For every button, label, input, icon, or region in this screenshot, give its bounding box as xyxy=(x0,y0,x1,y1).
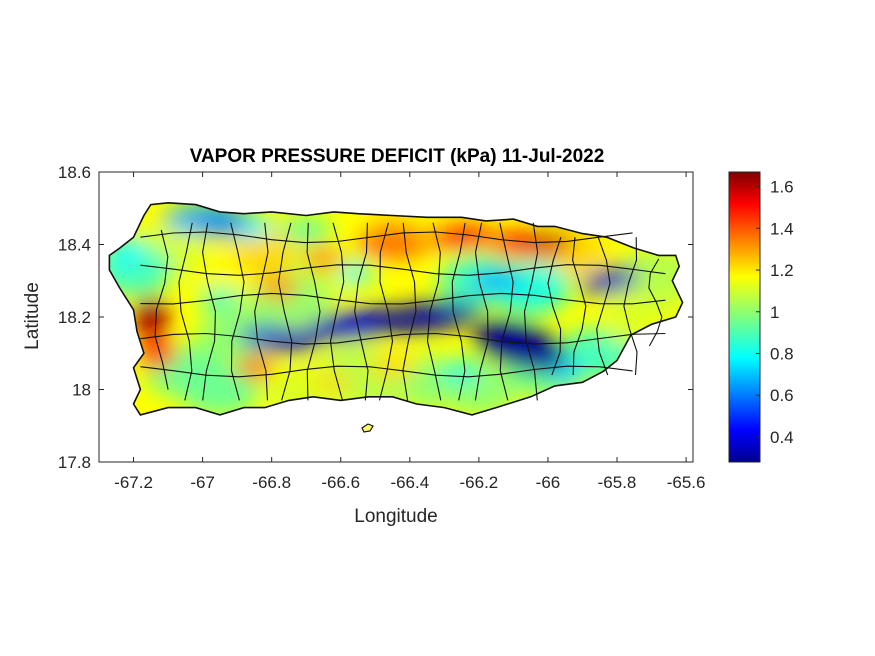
municipal-boundary xyxy=(140,332,666,345)
y-tick-label: 18.4 xyxy=(58,236,91,255)
vpd-field-patch xyxy=(356,230,429,259)
colorbar-tick-label: 1.6 xyxy=(770,178,794,197)
colorbar-tick-label: 1 xyxy=(770,303,779,322)
municipal-boundary xyxy=(140,264,666,276)
x-tick-label: -67.2 xyxy=(114,473,153,492)
municipal-boundary xyxy=(202,222,216,401)
colorbar-tick-label: 1.4 xyxy=(770,219,794,238)
vpd-field-patch xyxy=(524,233,572,248)
municipal-boundary xyxy=(572,237,587,376)
vpd-field-patch xyxy=(342,263,374,284)
colorbar-tick-label: 0.8 xyxy=(770,345,794,364)
x-tick-label: -66.2 xyxy=(460,473,499,492)
vpd-field-patch xyxy=(280,216,333,244)
vpd-field-patch xyxy=(439,359,484,384)
municipal-boundary xyxy=(523,222,539,401)
municipal-boundary xyxy=(154,229,169,390)
x-tick-label: -66 xyxy=(536,473,561,492)
vpd-field-patch xyxy=(197,309,278,362)
municipal-boundary xyxy=(306,222,321,401)
vpd-field-patch xyxy=(470,268,523,293)
chart-title: VAPOR PRESSURE DEFICIT (kPa) 11-Jul-2022 xyxy=(190,146,605,167)
municipal-boundary xyxy=(354,222,369,401)
municipal-boundary xyxy=(329,222,345,401)
municipal-boundary xyxy=(451,222,466,401)
municipal-boundary xyxy=(140,231,633,244)
colorbar-tick-label: 0.4 xyxy=(770,428,794,447)
y-tick-label: 18 xyxy=(72,381,91,400)
y-tick-label: 18.6 xyxy=(58,163,91,182)
x-tick-label: -65.6 xyxy=(667,473,706,492)
municipal-boundary xyxy=(499,222,514,401)
municipal-boundary xyxy=(230,222,245,401)
colorbar-ticks: 1.6 1.4 1.2 1 0.8 0.6 0.4 xyxy=(756,178,794,447)
vpd-field-patch xyxy=(313,372,354,393)
colorbar-tick-label: 0.6 xyxy=(770,386,794,405)
colorbar xyxy=(728,171,761,463)
municipal-boundaries xyxy=(140,222,666,401)
x-tick-label: -65.8 xyxy=(598,473,637,492)
colorbar-tick-label: 1.2 xyxy=(770,261,794,280)
x-tick-label: -66.8 xyxy=(252,473,291,492)
municipal-boundary xyxy=(378,222,394,401)
x-axis: -67.2 -67 -66.8 -66.6 -66.4 -66.2 -66 -65.8 -65.… xyxy=(114,172,705,492)
x-tick-label: -66.6 xyxy=(321,473,360,492)
municipal-boundary xyxy=(426,222,442,401)
municipal-boundary xyxy=(474,222,489,401)
municipal-boundary xyxy=(596,237,611,376)
municipal-boundary xyxy=(140,292,666,305)
y-axis: 18.6 18.4 18.2 18 17.8 xyxy=(58,163,693,472)
municipal-boundary xyxy=(254,222,269,401)
municipal-boundary xyxy=(648,258,663,347)
vpd-field-patch xyxy=(139,337,176,370)
y-axis-label: Latitude xyxy=(22,282,43,350)
y-tick-label: 17.8 xyxy=(58,453,91,472)
caja-de-muertos-island xyxy=(361,423,374,433)
x-tick-label: -67 xyxy=(190,473,215,492)
municipal-boundary xyxy=(623,237,638,376)
municipal-boundary xyxy=(547,237,562,376)
island-coastline xyxy=(108,201,684,416)
y-tick-label: 18.2 xyxy=(58,308,91,327)
x-axis-label: Longitude xyxy=(354,506,437,527)
municipal-boundary xyxy=(178,222,193,401)
municipal-boundary xyxy=(140,365,633,378)
x-tick-label: -66.4 xyxy=(390,473,429,492)
municipal-boundary xyxy=(278,222,293,401)
vpd-field-patch xyxy=(189,208,250,237)
